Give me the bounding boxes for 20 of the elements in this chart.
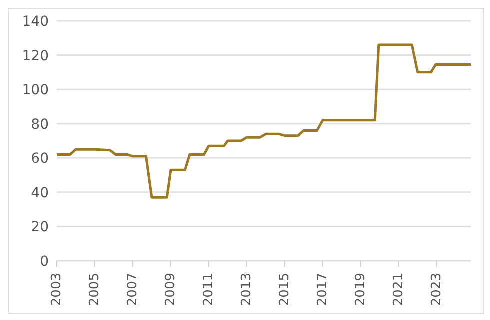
x-tick-label: 2005: [87, 273, 102, 306]
x-tick-label: 2019: [353, 273, 368, 306]
x-tick-label: 2017: [315, 273, 330, 306]
y-tick-label: 140: [22, 14, 49, 30]
y-tick-label: 40: [31, 185, 49, 202]
x-tick-label: 2013: [239, 273, 254, 306]
y-tick-label: 80: [31, 116, 49, 133]
y-tick-label: 100: [22, 82, 49, 99]
y-tick-label: 60: [31, 151, 49, 168]
y-tick-label: 120: [22, 48, 49, 64]
x-tick-label: 2015: [277, 273, 292, 306]
line-series: [57, 44, 471, 199]
y-tick-label: 0: [40, 254, 49, 270]
x-tick-label: 2011: [201, 273, 216, 306]
x-tick-label: 2009: [163, 273, 178, 306]
y-tick-label: 20: [31, 220, 49, 236]
x-tick-label: 2007: [125, 273, 140, 306]
x-tick-label: 2021: [391, 273, 406, 306]
x-tick-label: 2023: [429, 273, 444, 306]
x-tick-label: 2003: [50, 273, 64, 306]
